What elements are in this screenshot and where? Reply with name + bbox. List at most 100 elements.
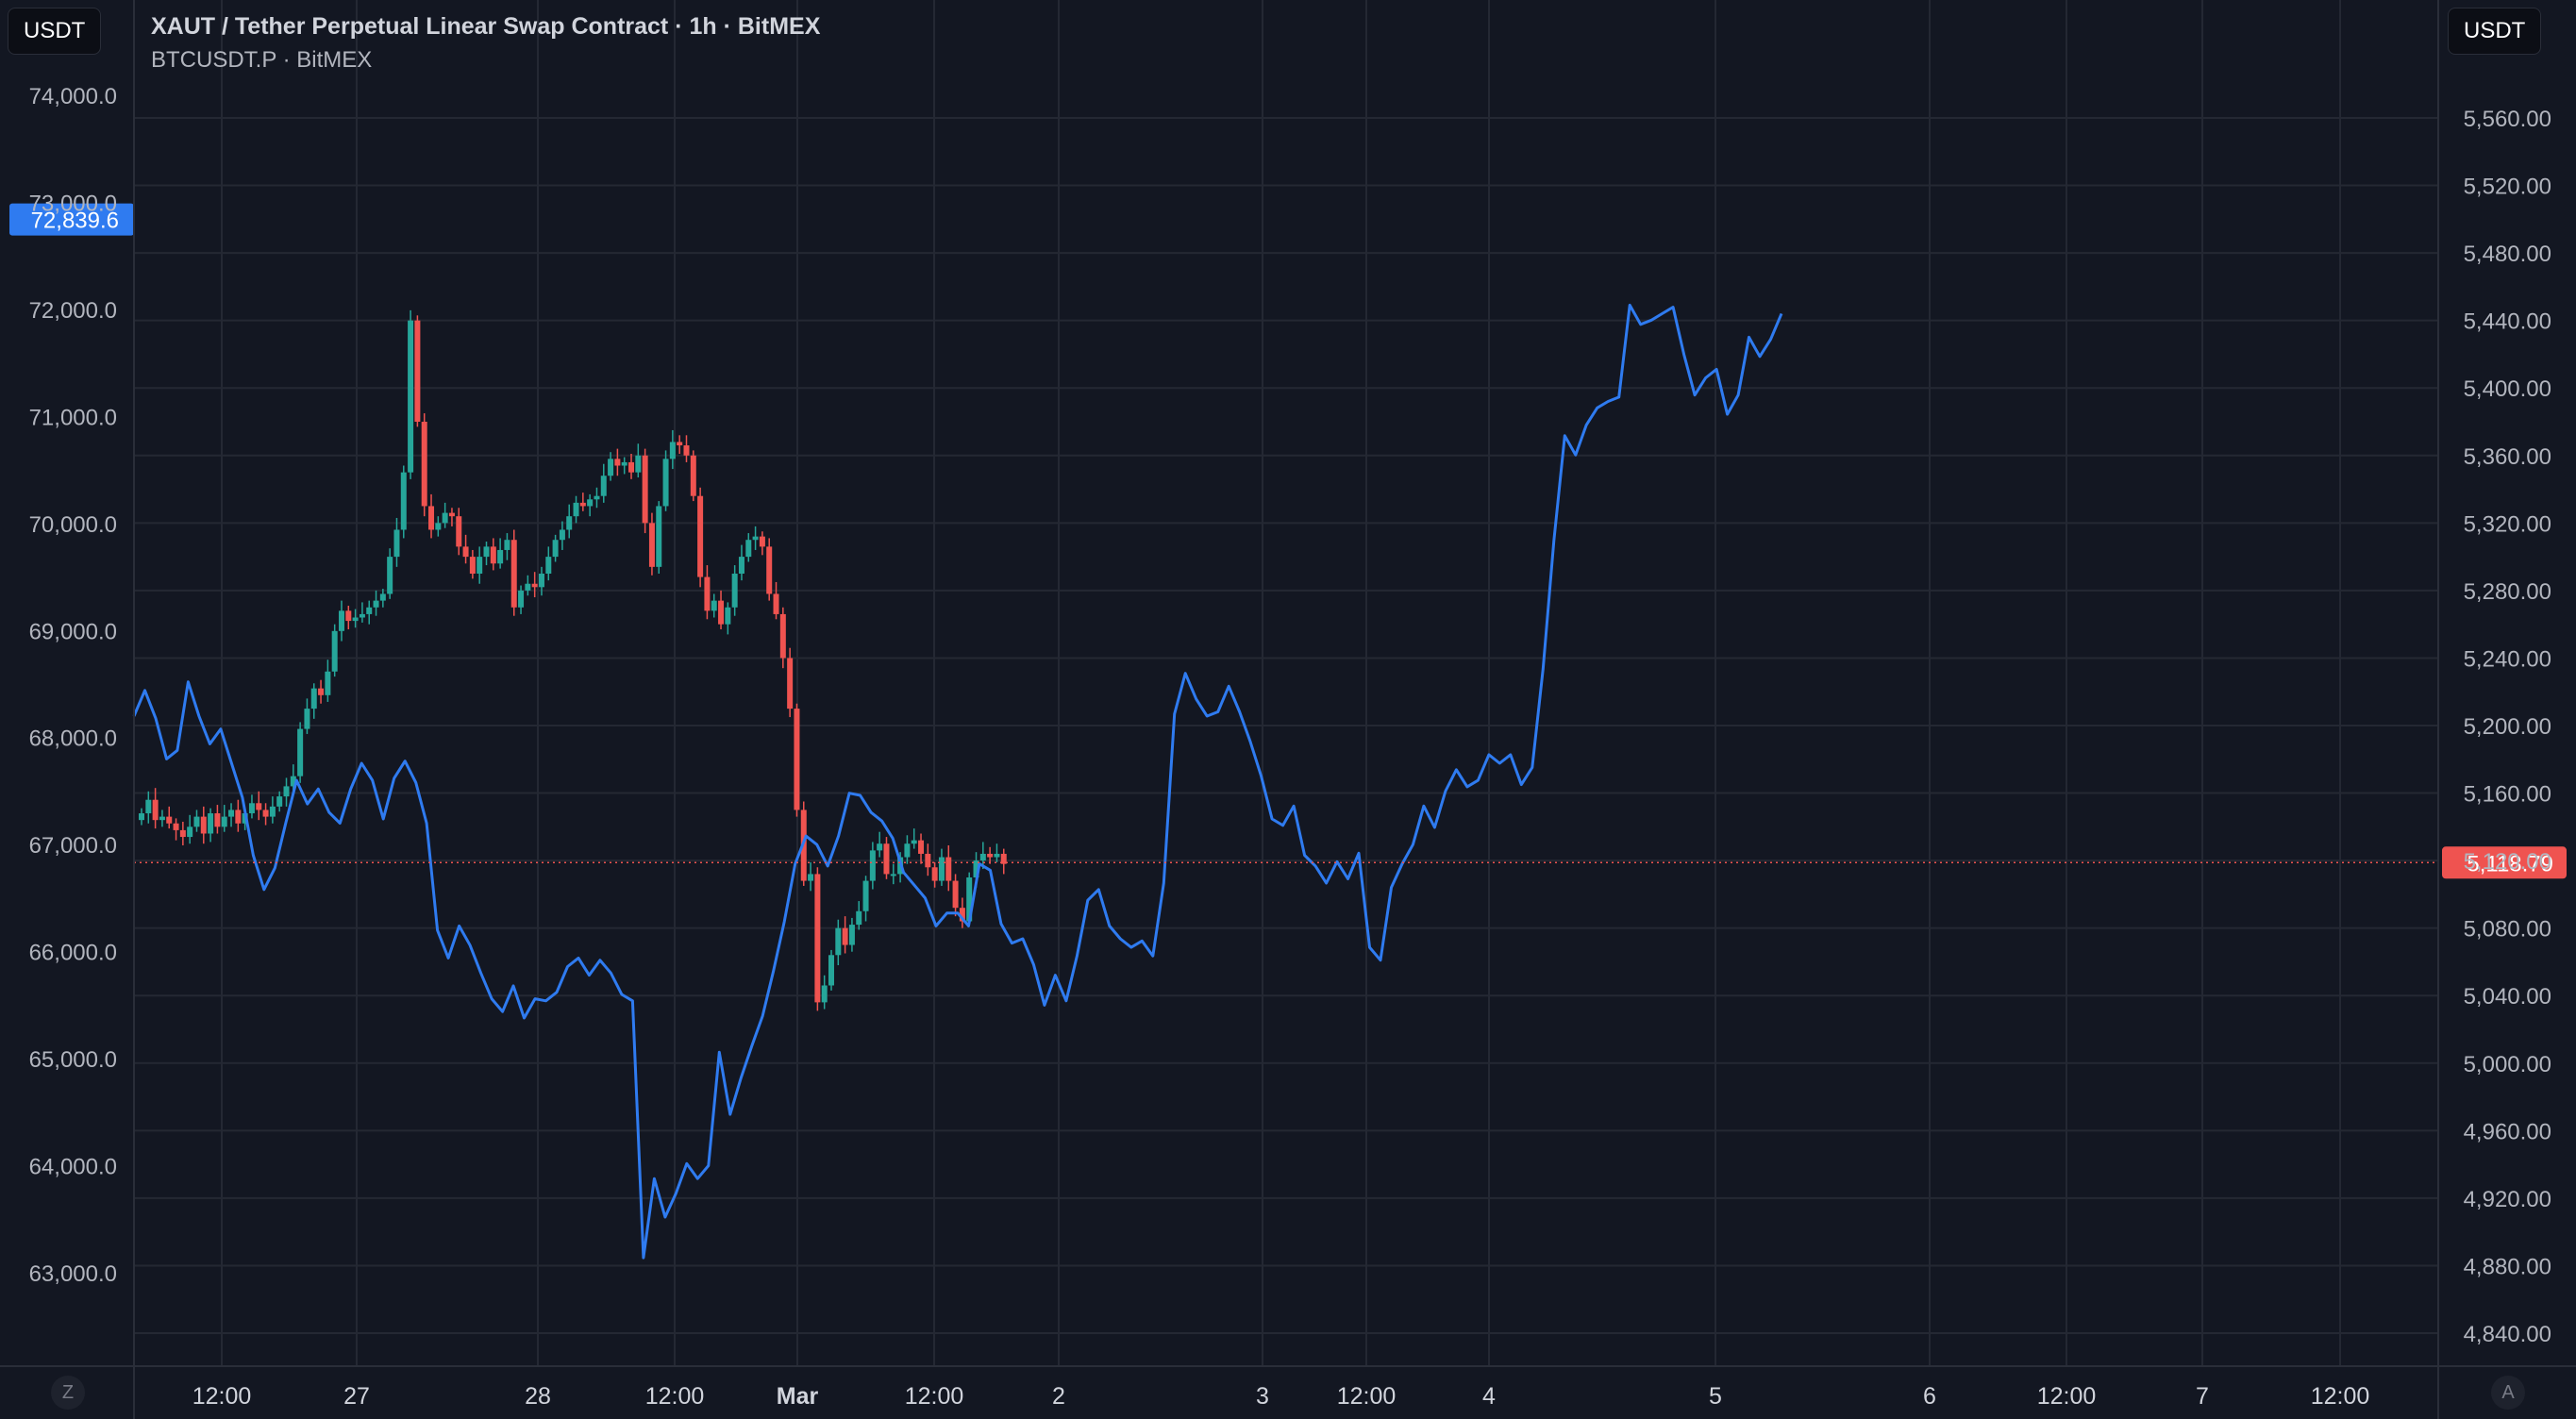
candle-body: [745, 540, 752, 558]
candle-body: [497, 549, 504, 564]
x-tick-label: 4: [1482, 1383, 1496, 1410]
candle-body: [152, 799, 159, 821]
left-tick-label: 73,000.0: [29, 191, 117, 216]
candle-body: [504, 540, 510, 550]
candle-body: [483, 546, 490, 558]
candle-body: [877, 843, 883, 851]
candle-body: [752, 536, 759, 541]
compare-series-label[interactable]: BTCUSDT.P · BitMEX: [151, 47, 373, 73]
right-tick-label: 5,280.00: [2464, 579, 2551, 605]
right-tick-label: 5,240.00: [2464, 646, 2551, 672]
candle-body: [200, 816, 207, 834]
candle-body: [421, 422, 427, 507]
candle-body: [221, 816, 227, 827]
candle-body: [173, 823, 179, 830]
candle-body: [628, 461, 635, 473]
candle-body: [821, 985, 828, 1003]
x-tick-label: 3: [1256, 1383, 1269, 1410]
candle-body: [304, 709, 310, 729]
candle-body: [856, 910, 862, 926]
candle-body: [959, 908, 965, 922]
left-tick-label: 63,000.0: [29, 1261, 117, 1287]
candle-body: [248, 803, 255, 814]
candle-body: [600, 476, 607, 496]
right-tick-label: 5,520.00: [2464, 175, 2551, 200]
candle-body: [276, 796, 283, 807]
right-tick-label: 4,960.00: [2464, 1119, 2551, 1144]
right-tick-label: 5,040.00: [2464, 984, 2551, 1010]
left-tick-label: 70,000.0: [29, 512, 117, 538]
candle-body: [711, 600, 717, 611]
candle-body: [697, 495, 704, 577]
candle-body: [828, 955, 834, 986]
candle-body: [159, 816, 165, 821]
candle-body: [635, 455, 642, 473]
candle-body: [952, 880, 959, 909]
last-price-label: [2442, 846, 2567, 879]
left-currency-button[interactable]: USDT: [8, 8, 102, 55]
zoom-reset-button[interactable]: Z: [51, 1376, 85, 1410]
x-tick-label: 12:00: [905, 1383, 964, 1410]
left-tick-label: 68,000.0: [29, 726, 117, 752]
right-tick-label: 5,560.00: [2464, 107, 2551, 132]
candle-body: [690, 455, 696, 496]
left-tick-label: 64,000.0: [29, 1155, 117, 1180]
x-tick-label: 6: [1923, 1383, 1936, 1410]
price-lines: 5,118.79 72,839.6: [9, 203, 2567, 879]
candle-body: [469, 557, 476, 574]
candle-body: [738, 557, 744, 574]
candle-body: [256, 803, 262, 810]
left-tick-label: 67,000.0: [29, 833, 117, 859]
x-tick-label: 12:00: [192, 1383, 252, 1410]
auto-scale-button[interactable]: A: [2491, 1376, 2525, 1410]
right-currency-button[interactable]: USDT: [2448, 8, 2542, 55]
candle-body: [566, 516, 573, 530]
candle-body: [269, 806, 276, 817]
candle-body: [414, 320, 421, 422]
candle-body: [331, 630, 338, 672]
candle-body: [883, 843, 890, 875]
candle-body: [408, 320, 414, 473]
candle-body: [352, 617, 359, 622]
candle-body: [187, 826, 193, 838]
candle-body: [994, 853, 1000, 858]
x-tick-label: 5: [1709, 1383, 1722, 1410]
candle-body: [677, 442, 683, 446]
candle-body: [359, 613, 365, 618]
candle-body: [662, 459, 669, 507]
left-tick-label: 66,000.0: [29, 941, 117, 966]
candle-body: [669, 442, 676, 459]
left-tick-label: 69,000.0: [29, 619, 117, 644]
right-tick-label: 5,160.00: [2464, 782, 2551, 808]
candle-body: [725, 607, 731, 625]
candle-body: [283, 786, 290, 797]
candle-body: [193, 816, 200, 827]
candle-body: [477, 557, 483, 574]
x-tick-label: 27: [343, 1383, 370, 1410]
candle-body: [379, 593, 386, 601]
left-tick-label: 72,000.0: [29, 298, 117, 324]
candle-body: [862, 880, 869, 911]
btc-last-value: 72,839.6: [31, 209, 119, 234]
candle-body: [393, 529, 400, 558]
candle-body: [614, 459, 621, 466]
candle-body: [531, 583, 538, 588]
right-tick-label: 5,120.00: [2464, 849, 2551, 875]
candle-body: [621, 461, 627, 466]
right-tick-label: 4,840.00: [2464, 1322, 2551, 1347]
candle-body: [228, 810, 235, 817]
candle-body: [979, 853, 986, 861]
candle-body: [766, 546, 773, 594]
candle-body: [808, 874, 814, 881]
candle-body: [428, 506, 435, 530]
candle-body: [490, 546, 496, 564]
candle-body: [518, 590, 525, 608]
candle-body: [310, 688, 317, 710]
chart-title[interactable]: XAUT / Tether Perpetual Linear Swap Cont…: [151, 13, 821, 40]
candle-body: [718, 600, 725, 625]
left-tick-label: 71,000.0: [29, 405, 117, 430]
candle-body: [345, 610, 352, 622]
